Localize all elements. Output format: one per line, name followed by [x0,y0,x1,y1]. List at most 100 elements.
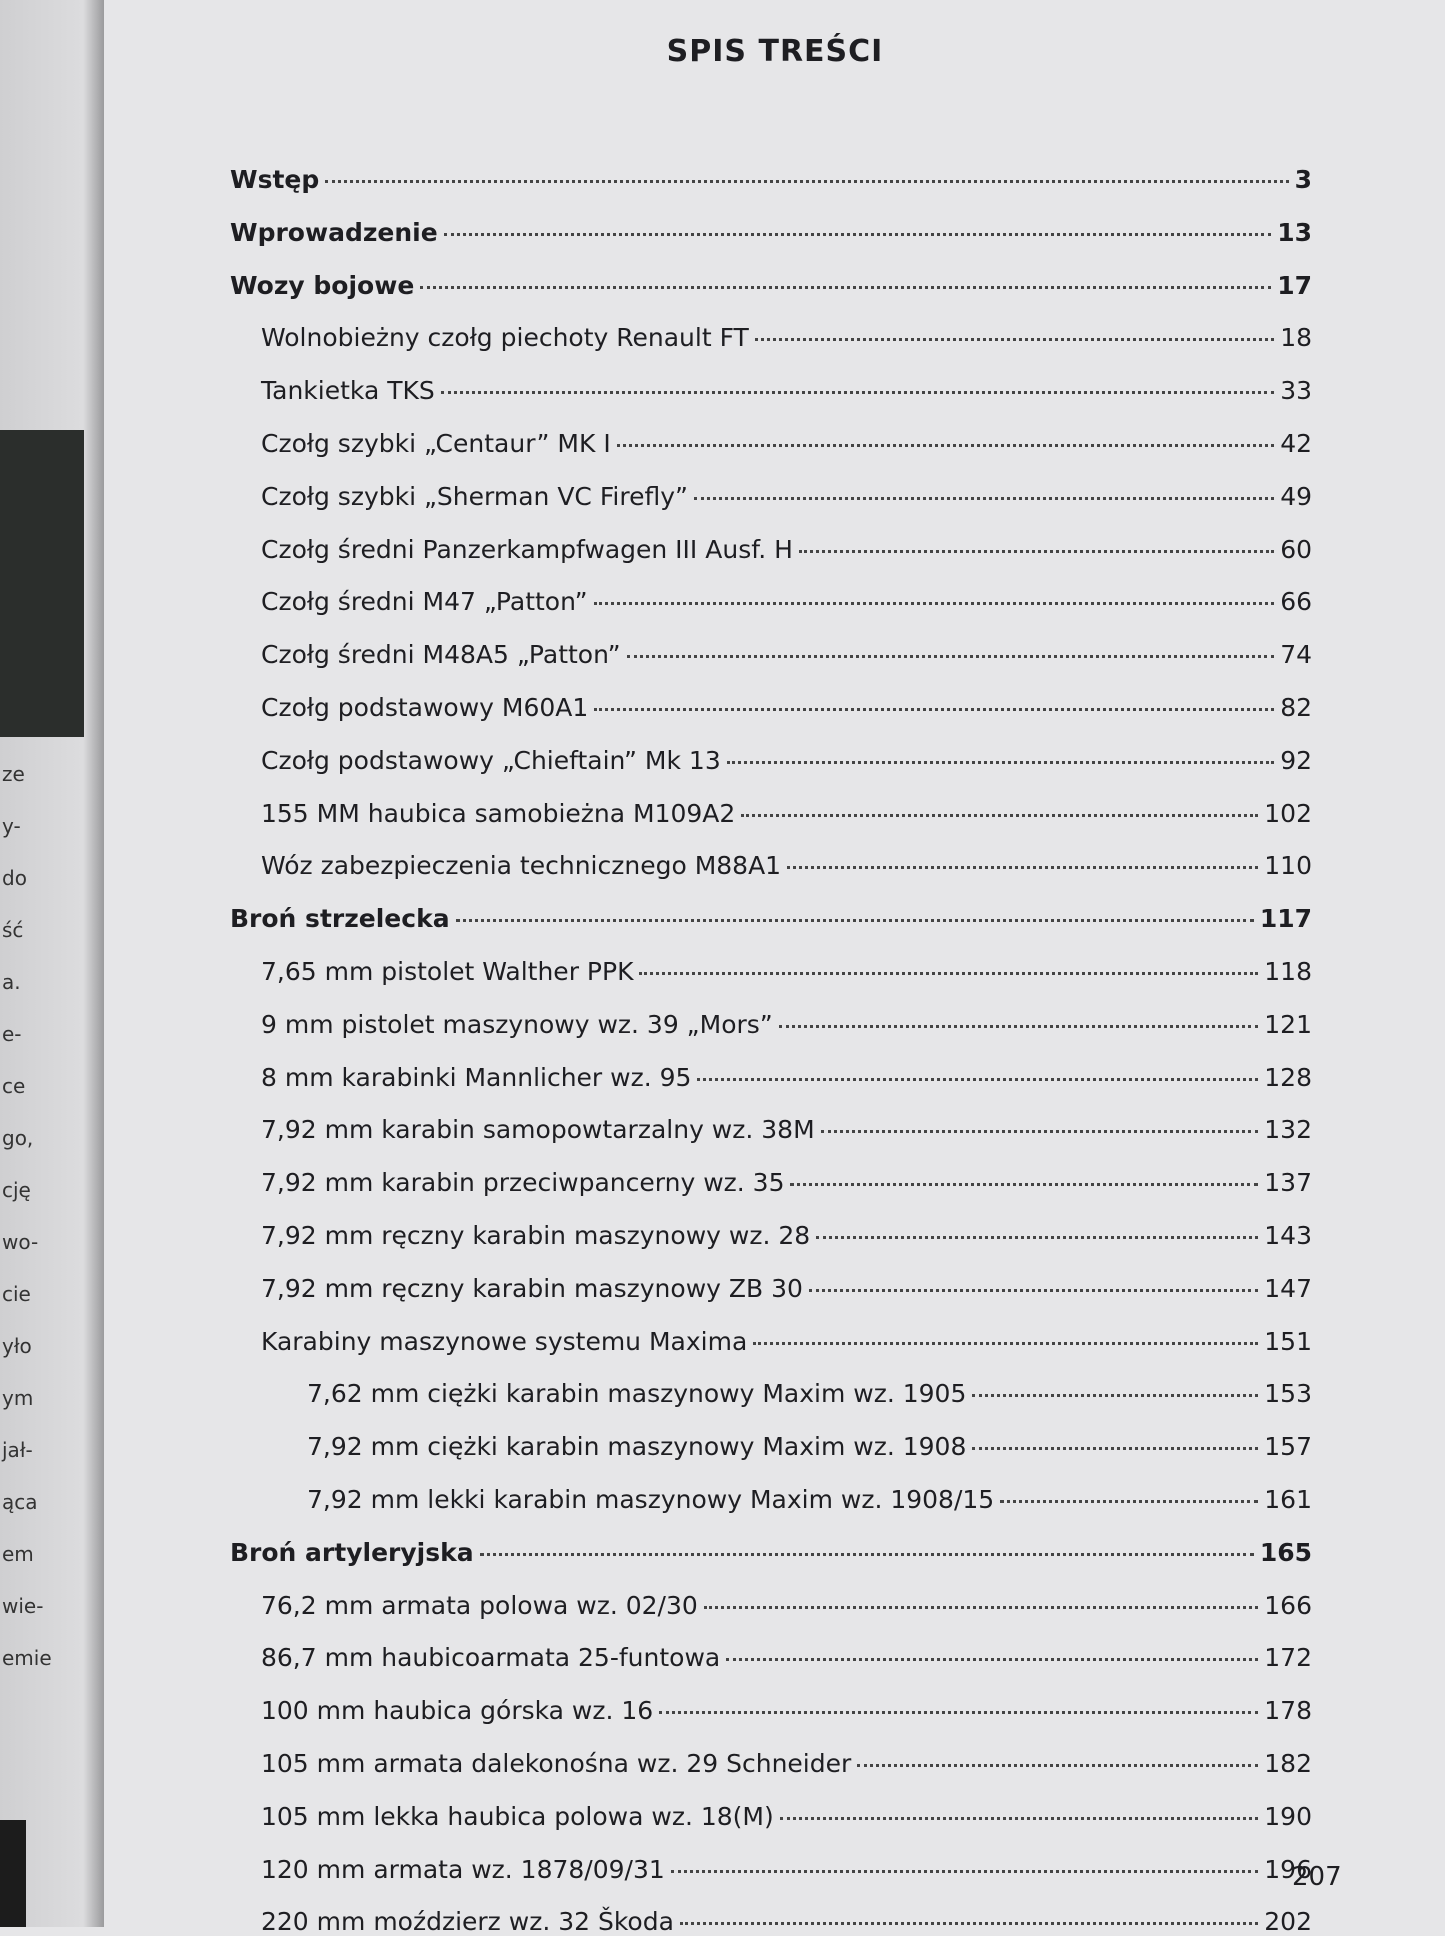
entry-page: 161 [1264,1485,1312,1514]
entry-page: 102 [1264,798,1312,828]
entry-page: 153 [1264,1379,1312,1409]
entry-page: 143 [1264,1221,1312,1250]
entry-label: Czołg średni Panzerkampfwagen III Ausf. … [261,534,793,564]
toc-entry: 7,92 mm karabin przeciwpancerny wz. 35 13… [261,1168,1312,1197]
leader-dots [479,1552,1254,1556]
facing-fragment: emie [2,1646,52,1670]
leader-dots [726,760,1275,764]
dark-photo [0,1820,26,1927]
entry-page: 151 [1264,1326,1312,1356]
entry-page: 74 [1280,640,1312,670]
entry-page: 33 [1280,376,1312,406]
entry-page: 137 [1264,1168,1312,1198]
entry-label: Broń artyleryjska [230,1537,474,1567]
toc-entry: 120 mm armata wz. 1878/09/31 196 [261,1855,1312,1884]
toc-entry: 7,92 mm ręczny karabin maszynowy ZB 30 14… [261,1274,1312,1303]
entry-page: 118 [1264,957,1312,986]
entry-label: Wprowadzenie [230,217,438,247]
toc-entry: 7,65 mm pistolet Walther PPK 118 [261,957,1312,986]
leader-dots [420,285,1272,289]
toc-entry: 220 mm moździerz wz. 32 Škoda 202 [261,1907,1312,1936]
entry-page: 60 [1280,534,1312,564]
toc-entry: Wozy bojowe 17 [230,271,1312,300]
facing-fragment: e- [2,1022,22,1046]
entry-label: 7,92 mm ręczny karabin maszynowy wz. 28 [261,1221,811,1250]
leader-dots [808,1288,1259,1292]
leader-dots [440,391,1275,395]
entry-label: Karabiny maszynowe systemu Maxima [261,1326,748,1356]
facing-fragment: yło [2,1334,32,1358]
toc-entry: 76,2 mm armata polowa wz. 02/30 166 [261,1591,1312,1620]
facing-fragment: ym [2,1386,34,1410]
entry-label: 7,65 mm pistolet Walther PPK [261,957,634,986]
entry-label: 7,92 mm ciężki karabin maszynowy Maxim w… [307,1432,967,1462]
entry-page: 147 [1264,1273,1312,1303]
entry-page: 117 [1259,904,1312,934]
entry-label: 7,92 mm ręczny karabin maszynowy ZB 30 [261,1273,803,1303]
leader-dots [857,1764,1259,1767]
facing-fragment: y- [2,814,21,838]
leader-dots [798,549,1275,553]
facing-fragment: do [2,866,27,890]
entry-label: 76,2 mm armata polowa wz. 02/30 [261,1590,698,1620]
toc-entry: Czołg średni M47 „Patton” 66 [261,587,1312,616]
toc-entry: Broń artyleryjska 165 [230,1538,1312,1567]
entry-label: Czołg średni M48A5 „Patton” [261,640,621,670]
facing-fragment: ąca [2,1490,38,1514]
toc-entry: Czołg podstawowy M60A1 82 [261,693,1312,722]
entry-page: 92 [1280,745,1312,775]
leader-dots [753,1341,1259,1345]
toc-entry: 8 mm karabinki Mannlicher wz. 95 128 [261,1063,1312,1092]
toc-entry: Czołg szybki „Sherman VC Firefly” 49 [261,482,1312,511]
entry-page: 18 [1280,323,1312,353]
leader-dots [639,972,1259,975]
entry-label: 105 mm armata dalekonośna wz. 29 Schneid… [261,1749,852,1778]
toc-entry: 7,92 mm ciężki karabin maszynowy Maxim w… [307,1432,1312,1461]
entry-label: Tankietka TKS [261,376,435,406]
toc-entry: 86,7 mm haubicoarmata 25-funtowa 172 [261,1643,1312,1672]
entry-page: 165 [1259,1537,1312,1567]
toc-entry: 105 mm lekka haubica polowa wz. 18(M) 190 [261,1802,1312,1831]
entry-page: 182 [1264,1749,1312,1778]
toc-entry: Czołg szybki „Centaur” MK I 42 [261,429,1312,458]
leader-dots [325,180,1289,183]
entry-page: 49 [1280,481,1312,511]
entry-label: 7,92 mm karabin samopowtarzalny wz. 38M [261,1115,815,1145]
toc-entry: 105 mm armata dalekonośna wz. 29 Schneid… [261,1749,1312,1778]
facing-fragment: ze [2,762,25,786]
leader-dots [670,1869,1259,1873]
leader-dots [972,1394,1259,1398]
entry-label: Wstęp [230,165,320,194]
leader-dots [816,1236,1259,1239]
facing-fragment: ce [2,1074,26,1098]
entry-page: 110 [1264,851,1312,881]
facing-fragment: go, [2,1126,34,1150]
leader-dots [443,232,1272,236]
toc-entry: Czołg średni Panzerkampfwagen III Ausf. … [261,535,1312,564]
entry-page: 13 [1277,217,1312,247]
title: SPIS TREŚCI [666,34,884,69]
entry-label: 7,62 mm ciężki karabin maszynowy Maxim w… [307,1379,967,1409]
entry-page: 128 [1264,1062,1312,1092]
leader-dots [593,602,1275,606]
page-number: 207 [1292,1862,1342,1892]
entry-label: Wozy bojowe [230,270,415,300]
leader-dots [616,444,1275,447]
entry-page: 196 [1264,1854,1312,1884]
leader-dots [972,1447,1259,1451]
entry-page: 132 [1264,1115,1312,1145]
leader-dots [455,919,1254,923]
entry-page: 166 [1264,1590,1312,1620]
facing-fragment: cję [2,1178,31,1202]
entry-page: 66 [1280,587,1312,617]
toc-entry: 9 mm pistolet maszynowy wz. 39 „Mors” 121 [261,1010,1312,1039]
entry-label: 155 MM haubica samobieżna M109A2 [261,798,736,828]
entry-page: 202 [1264,1907,1312,1936]
toc-entry: Tankietka TKS 33 [261,376,1312,405]
entry-label: 9 mm pistolet maszynowy wz. 39 „Mors” [261,1009,773,1039]
entry-page: 172 [1264,1643,1312,1673]
leader-dots [726,1658,1259,1662]
entry-label: Czołg szybki „Centaur” MK I [261,429,611,458]
entry-page: 121 [1264,1009,1312,1039]
entry-label: 7,92 mm karabin przeciwpancerny wz. 35 [261,1168,785,1198]
